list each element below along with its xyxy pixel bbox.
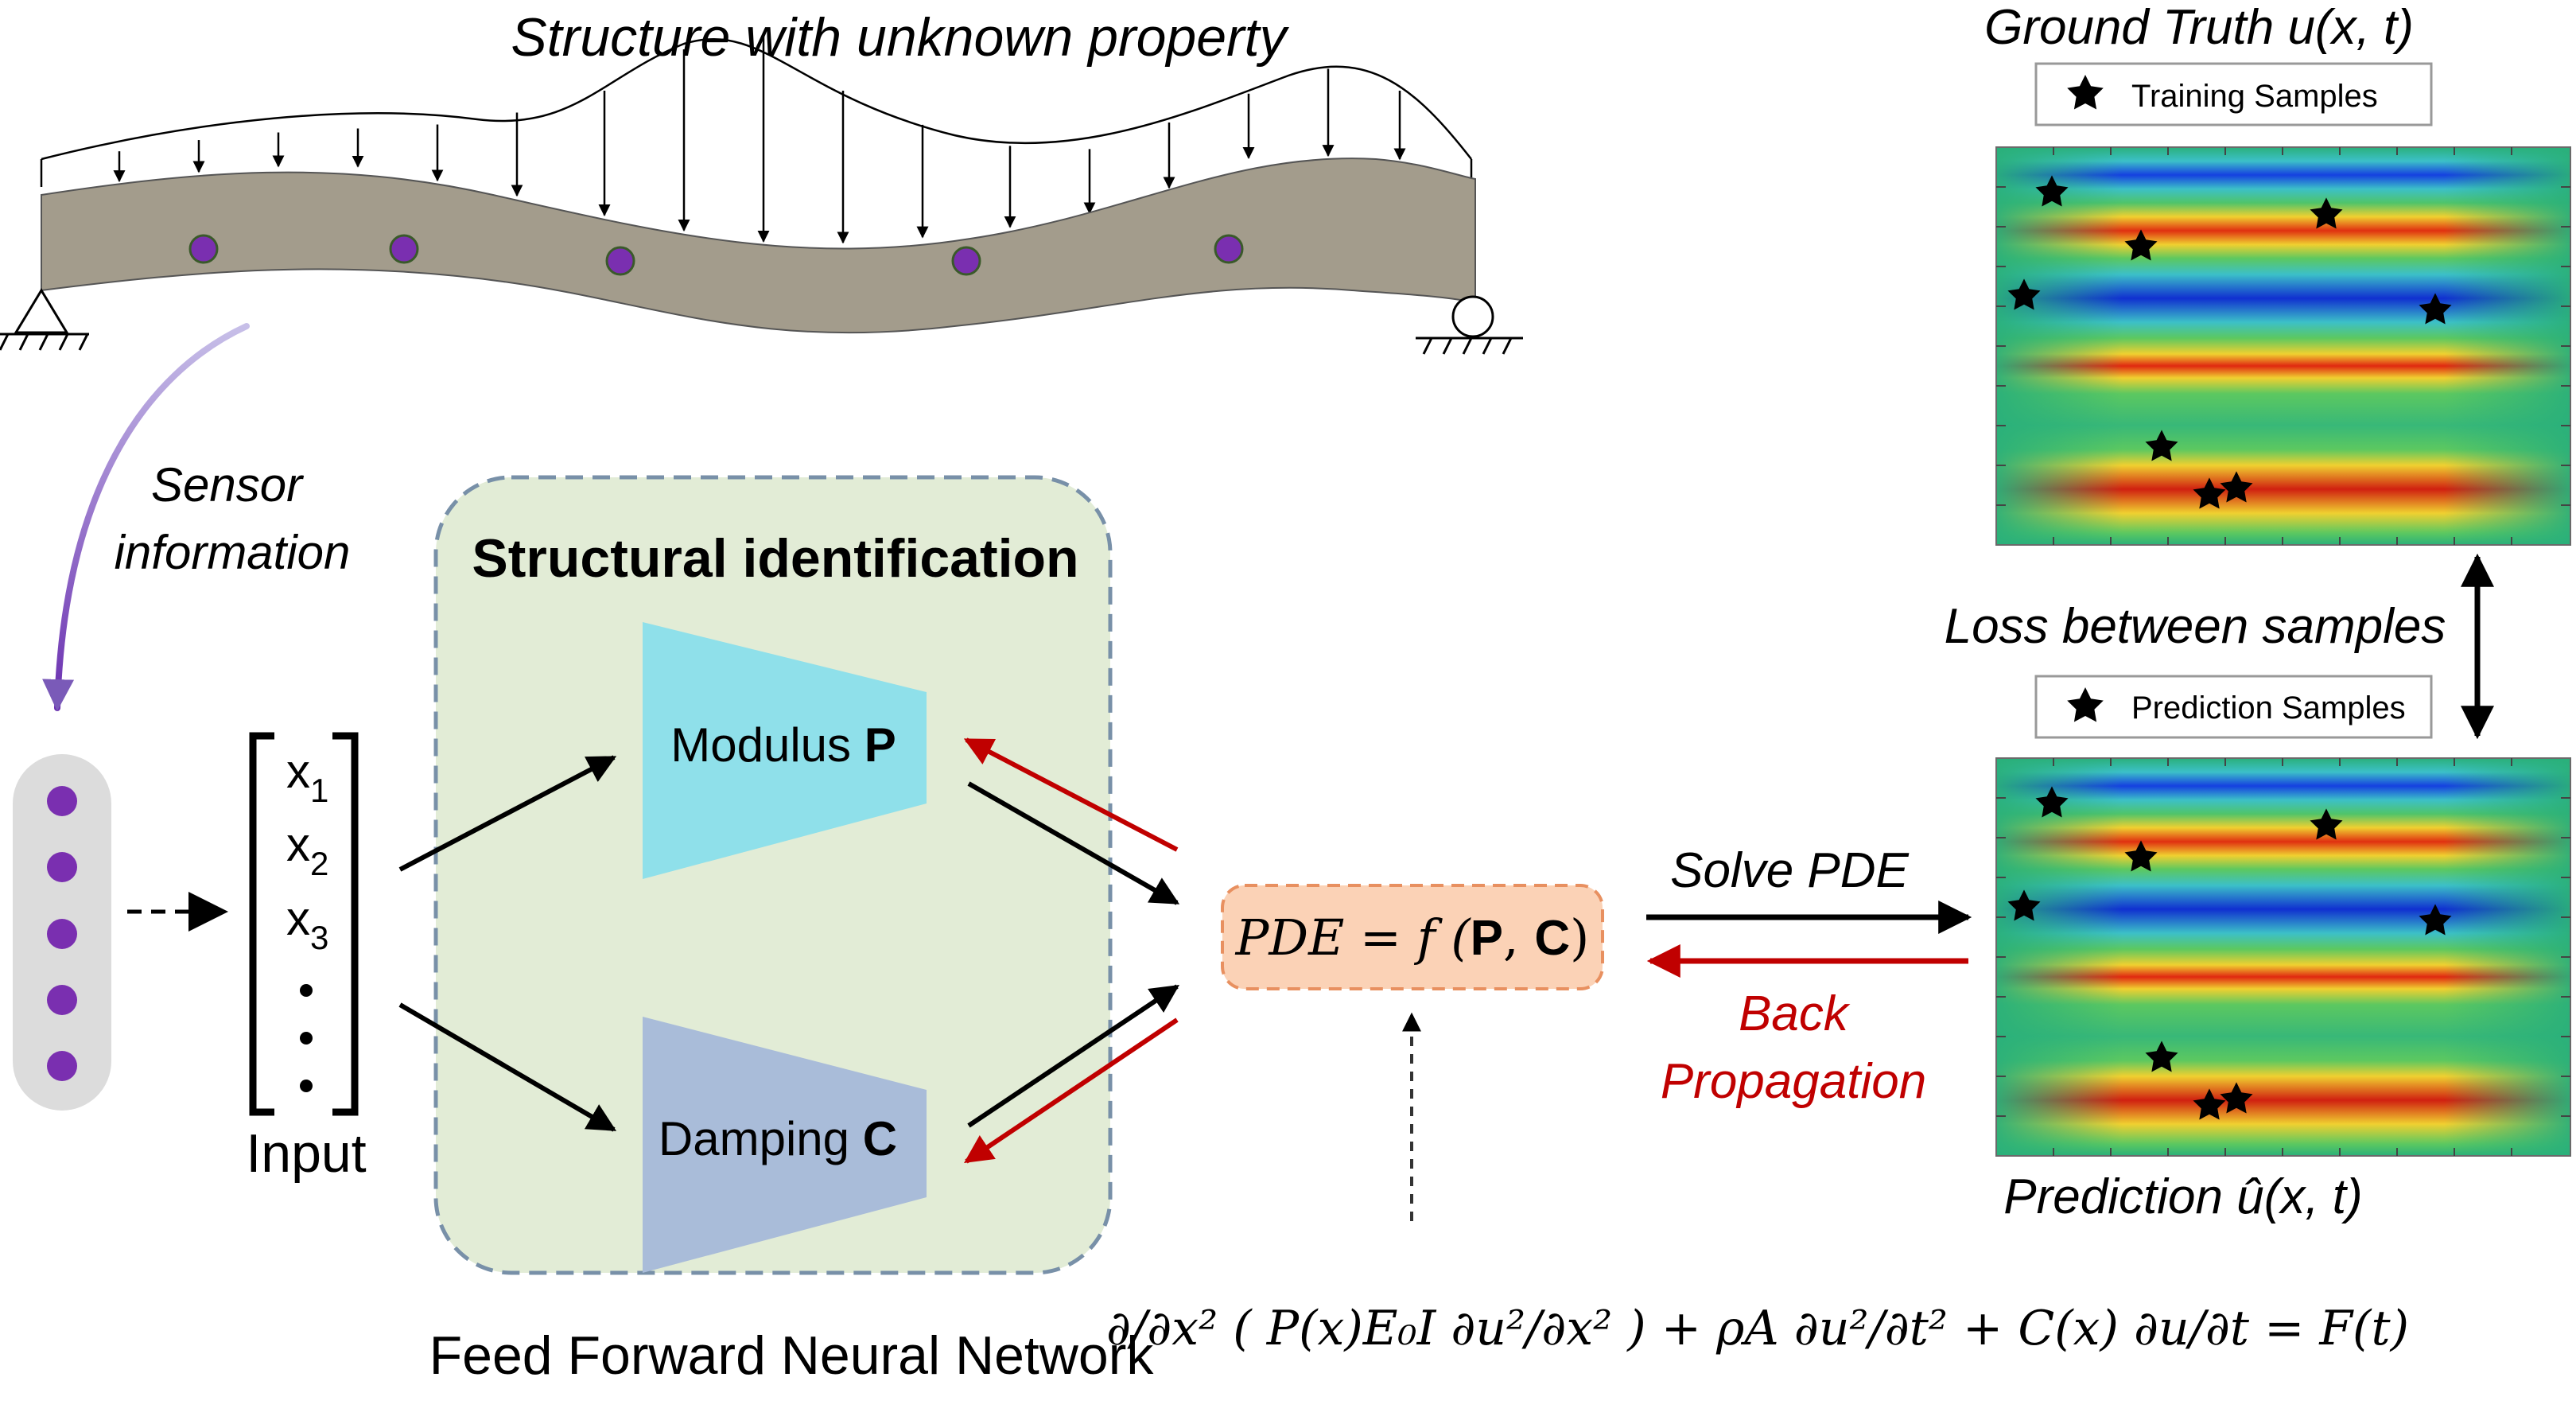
sensor-dot (47, 919, 77, 949)
sensor-dot (47, 1051, 77, 1081)
ellipsis-dot (300, 984, 313, 997)
prediction-sample-markers (2007, 786, 2452, 1120)
arrow-pde-to-damping (964, 1017, 1179, 1164)
back-propagation-line2: Propagation (1661, 1054, 1926, 1109)
sensor-label-line2: information (115, 526, 351, 579)
pde-box (1221, 884, 1604, 990)
arrow-input-to-damping (398, 1002, 617, 1132)
loss-label: Loss between samples (1945, 599, 2446, 654)
star-icon (2193, 477, 2226, 509)
beam-sensor-dot (951, 246, 981, 276)
star-icon (2145, 1041, 2178, 1072)
prediction-legend-label: Prediction Samples (2131, 691, 2406, 726)
modulus-network (643, 622, 927, 879)
sensor-dot (47, 985, 77, 1015)
star-icon (2220, 1082, 2253, 1114)
sensor-info-arrow (42, 323, 250, 711)
load-envelope (41, 38, 1472, 161)
star-icon (2124, 840, 2158, 872)
star-icon (2419, 904, 2452, 936)
star-icon (2193, 1088, 2226, 1120)
damping-network (643, 1017, 927, 1273)
damping-label: Damping C (659, 1112, 897, 1165)
training-legend-label: Training Samples (2131, 79, 2378, 114)
arrow-damping-to-pde (967, 984, 1179, 1128)
input-var-x1: x1 (286, 745, 328, 809)
input-bracket-right (332, 732, 359, 1116)
beam-sensor-dot (188, 234, 219, 264)
arrow-input-to-modulus (398, 755, 617, 872)
prediction-heatmap (1995, 757, 2571, 1157)
network-caption: Feed Forward Neural Network (429, 1325, 1155, 1386)
load-arrows (113, 35, 1406, 244)
beam-sensor-dot (605, 246, 635, 276)
back-propagation-line1: Back (1739, 986, 1851, 1041)
beam-body (41, 158, 1476, 334)
sensor-label-line1: Sensor (151, 458, 304, 512)
identification-box (433, 475, 1113, 1275)
input-var-x2: x2 (286, 818, 328, 882)
star-icon (2310, 197, 2343, 229)
star-icon (2035, 175, 2069, 207)
identification-title: Structural identification (472, 528, 1078, 589)
pde-label: PDE = f (P, C) (1235, 908, 1590, 967)
training-legend-box (2034, 62, 2433, 126)
sensor-dot (47, 786, 77, 816)
solve-pde-label: Solve PDE (1670, 843, 1909, 898)
star-icon (2067, 75, 2104, 110)
star-icon (2124, 229, 2158, 261)
beam-sensor-dot (1214, 234, 1244, 264)
modulus-label: Modulus P (670, 718, 896, 772)
star-icon (2310, 808, 2343, 840)
star-icon (2035, 786, 2069, 818)
ellipsis-dot (300, 1032, 313, 1045)
governing-equation: ∂/∂x² ( P(x)E₀I ∂u²/∂x² ) + ρA ∂u²/∂t² +… (1106, 1301, 2409, 1356)
prediction-title: Prediction û(x, t) (2003, 1169, 2362, 1224)
star-icon (2419, 293, 2452, 325)
pin-support-icon (0, 288, 89, 351)
star-icon (2007, 889, 2041, 921)
prediction-legend-box (2034, 675, 2433, 739)
ground-truth-heatmap (1995, 146, 2571, 546)
star-icon (2220, 471, 2253, 503)
beam-sensor-dot (389, 234, 419, 264)
ellipsis-dot (300, 1080, 313, 1092)
roller-support-icon (1416, 295, 1523, 355)
arrow-pde-to-modulus (963, 737, 1179, 852)
input-bracket-left (249, 732, 274, 1116)
input-var-x3: x3 (286, 892, 328, 956)
star-icon (2007, 278, 2041, 310)
arrow-modulus-to-pde (967, 781, 1180, 905)
star-icon (2145, 430, 2178, 461)
sensor-dot (47, 852, 77, 882)
star-icon (2067, 687, 2104, 722)
training-sample-markers (2007, 175, 2452, 509)
ground-truth-title: Ground Truth u(x, t) (1984, 0, 2414, 55)
input-label: Input (246, 1123, 366, 1184)
beam-title: Structure with unknown property (511, 7, 1289, 68)
